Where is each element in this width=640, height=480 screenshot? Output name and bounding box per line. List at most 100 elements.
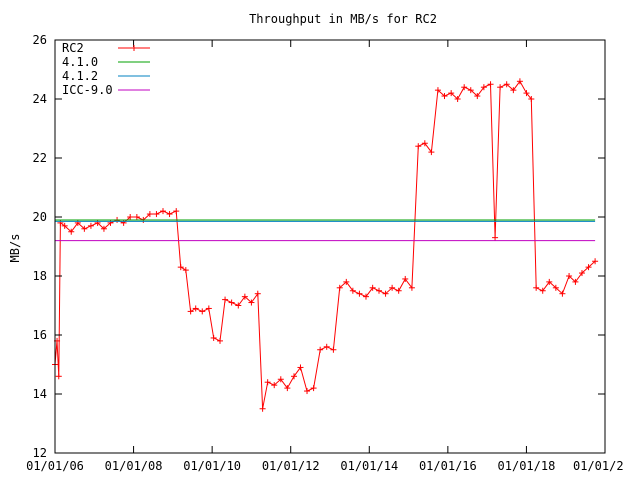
data-point xyxy=(592,258,599,265)
data-point xyxy=(402,275,409,282)
data-point xyxy=(297,364,304,371)
legend-label: 4.1.0 xyxy=(62,55,98,69)
data-point xyxy=(330,346,337,353)
data-point xyxy=(415,143,422,150)
data-point xyxy=(448,90,455,97)
legend-label: ICC-9.0 xyxy=(62,83,113,97)
data-point xyxy=(382,290,389,297)
data-point xyxy=(323,343,330,350)
data-point xyxy=(369,284,376,291)
data-point xyxy=(277,376,284,383)
data-point xyxy=(552,284,559,291)
x-tick-label: 01/01/06 xyxy=(26,459,84,473)
x-tick-label: 01/01/10 xyxy=(183,459,241,473)
legend-label: 4.1.2 xyxy=(62,69,98,83)
data-point xyxy=(503,81,510,88)
data-point xyxy=(166,211,173,218)
data-point xyxy=(173,208,180,215)
data-point xyxy=(408,284,415,291)
data-point xyxy=(362,293,369,300)
data-point xyxy=(516,78,523,85)
data-point xyxy=(187,308,194,315)
data-point xyxy=(585,264,592,271)
data-point xyxy=(222,296,229,303)
data-point xyxy=(572,278,579,285)
data-point xyxy=(192,305,199,312)
y-tick-label: 24 xyxy=(33,92,47,106)
y-tick-label: 14 xyxy=(33,387,47,401)
data-point xyxy=(68,228,75,235)
data-point xyxy=(434,87,441,94)
y-tick-label: 12 xyxy=(33,446,47,460)
data-point xyxy=(57,219,64,226)
data-point xyxy=(539,287,546,294)
data-point xyxy=(94,219,101,226)
data-point xyxy=(356,290,363,297)
data-point xyxy=(421,140,428,147)
data-point xyxy=(210,334,217,341)
data-point xyxy=(127,214,134,220)
data-point xyxy=(271,382,278,389)
y-tick-label: 16 xyxy=(33,328,47,342)
data-point xyxy=(546,278,553,285)
data-point xyxy=(217,337,224,344)
data-point xyxy=(61,222,68,229)
data-point xyxy=(228,299,235,306)
y-tick-label: 22 xyxy=(33,151,47,165)
x-tick-label: 01/01/2 xyxy=(573,459,624,473)
data-point xyxy=(461,84,468,91)
series-line-RC2 xyxy=(54,80,596,409)
data-point xyxy=(454,96,461,102)
data-point xyxy=(291,373,298,380)
data-point xyxy=(566,273,573,279)
data-point xyxy=(428,149,435,156)
data-point xyxy=(467,87,474,94)
data-point xyxy=(264,379,271,386)
plot-frame xyxy=(54,39,606,454)
data-point xyxy=(317,346,324,353)
data-point xyxy=(474,93,481,100)
data-point xyxy=(159,208,166,215)
data-point xyxy=(259,405,266,412)
x-tick-label: 01/01/08 xyxy=(105,459,163,473)
y-tick-label: 20 xyxy=(33,210,47,224)
data-point xyxy=(248,299,255,306)
data-point xyxy=(235,302,242,309)
data-point xyxy=(349,287,356,294)
data-point xyxy=(74,219,81,226)
data-point xyxy=(87,222,94,229)
data-point xyxy=(578,270,585,277)
data-point xyxy=(241,293,248,300)
data-point xyxy=(375,287,382,294)
data-point xyxy=(395,287,402,294)
data-point xyxy=(533,284,540,291)
x-tick-label: 01/01/12 xyxy=(262,459,320,473)
data-point xyxy=(389,284,396,291)
data-point xyxy=(559,290,566,297)
data-point xyxy=(310,385,317,392)
data-point xyxy=(254,290,261,297)
data-point xyxy=(497,84,504,91)
data-point xyxy=(205,305,212,312)
chart-title: Throughput in MB/s for RC2 xyxy=(249,12,437,26)
data-point xyxy=(487,81,494,88)
data-point xyxy=(528,96,535,102)
x-tick-label: 01/01/16 xyxy=(419,459,477,473)
x-tick-label: 01/01/18 xyxy=(498,459,556,473)
data-point xyxy=(153,211,160,218)
y-tick-label: 26 xyxy=(33,33,47,47)
data-point xyxy=(182,267,189,274)
data-point xyxy=(523,90,530,97)
data-point xyxy=(133,214,140,220)
data-point xyxy=(146,211,153,218)
data-point xyxy=(510,87,517,94)
legend-label: RC2 xyxy=(62,41,84,55)
data-point xyxy=(55,373,62,380)
y-axis-label: MB/s xyxy=(8,234,22,263)
data-point xyxy=(284,385,291,392)
data-point xyxy=(336,284,343,291)
x-tick-label: 01/01/14 xyxy=(340,459,398,473)
axes: 12 14 16 18 20 22 24 26 01/01/06 01/01/08 01/01/10… xyxy=(26,33,623,473)
